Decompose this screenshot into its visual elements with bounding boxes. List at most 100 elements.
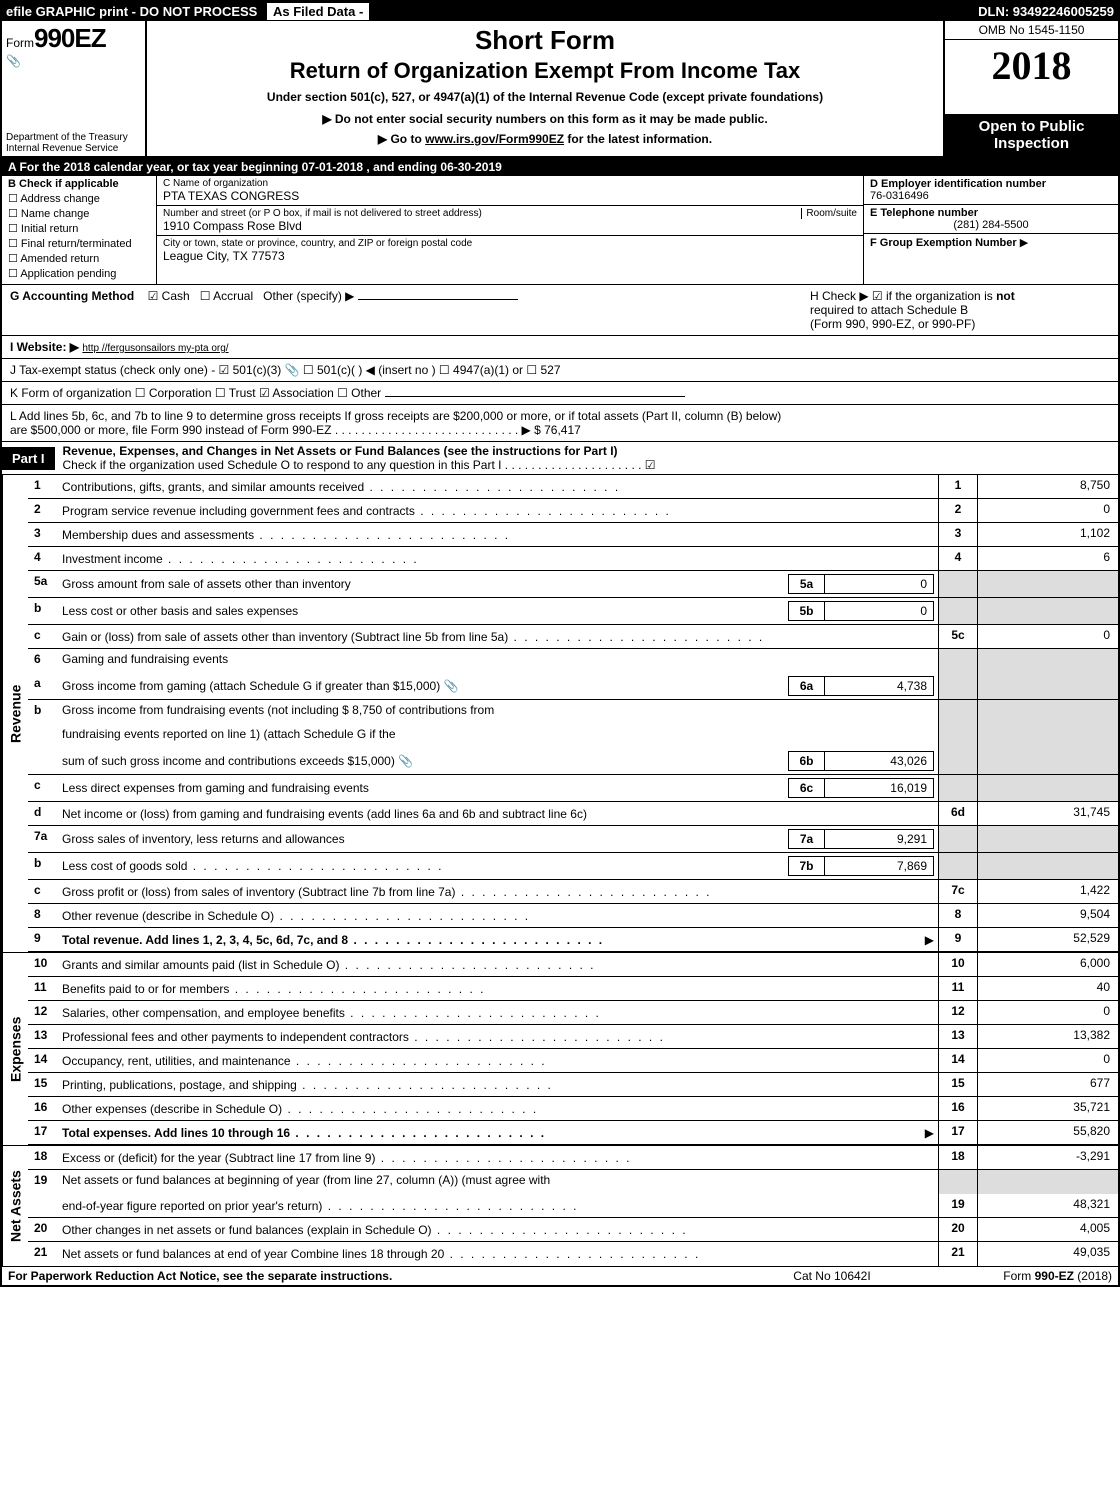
ln-3-val: 1,102 [978, 523, 1118, 546]
dept-line2: Internal Revenue Service [6, 143, 141, 154]
expenses-section: Expenses 10 Grants and similar amounts p… [2, 952, 1118, 1145]
opt-application-pending[interactable]: Application pending [8, 267, 150, 280]
box-f-label: F Group Exemption Number [870, 237, 1017, 249]
other-line[interactable] [358, 299, 518, 300]
ln-6b-subval: 43,026 [824, 751, 934, 771]
opt-name-change[interactable]: Name change [8, 207, 150, 220]
box-c-name: C Name of organization PTA TEXAS CONGRES… [157, 176, 863, 206]
line-10: 10 Grants and similar amounts paid (list… [28, 953, 1118, 977]
revenue-section: Revenue 1 Contributions, gifts, grants, … [2, 475, 1118, 952]
ln-6a-subid: 6a [788, 676, 824, 696]
dln-text: DLN: 93492246005259 [978, 4, 1114, 19]
side-label-revenue: Revenue [2, 475, 28, 952]
header-left: Form990EZ 📎 Department of the Treasury I… [2, 21, 147, 156]
row-g: G Accounting Method ☑ Cash ☐ Accrual Oth… [10, 289, 810, 331]
line-21: 21 Net assets or fund balances at end of… [28, 1242, 1118, 1266]
directive-2-pre: ▶ Go to [378, 132, 425, 146]
line-6: 6 Gaming and fundraising events [28, 649, 1118, 673]
line-12: 12 Salaries, other compensation, and emp… [28, 1001, 1118, 1025]
other-specify[interactable]: Other (specify) ▶ [263, 289, 354, 303]
ln-2-id: 2 [938, 499, 978, 522]
ln-7a-text: Gross sales of inventory, less returns a… [62, 832, 788, 846]
ln-6c-subval: 16,019 [824, 778, 934, 798]
ln-7c-id: 7c [938, 880, 978, 903]
tax-year: 2018 [945, 40, 1118, 91]
ln-2-text: Program service revenue including govern… [62, 504, 934, 518]
line-6b-3: sum of such gross income and contributio… [28, 748, 1118, 775]
line-6a: a Gross income from gaming (attach Sched… [28, 673, 1118, 700]
ln-11-val: 40 [978, 977, 1118, 1000]
irs-link[interactable]: www.irs.gov/Form990EZ [425, 132, 564, 146]
expenses-table: 10 Grants and similar amounts paid (list… [28, 953, 1118, 1145]
cash-checkbox[interactable]: ☑ Cash [148, 289, 190, 303]
box-f-arrow: ▶ [1020, 237, 1028, 249]
footer-left: For Paperwork Reduction Act Notice, see … [8, 1269, 732, 1283]
row-h-line1: H Check ▶ ☑ if the organization is not [810, 289, 1110, 303]
opt-amended-return[interactable]: Amended return [8, 252, 150, 265]
ln-7c-text: Gross profit or (loss) from sales of inv… [62, 885, 934, 899]
header-right: OMB No 1545-1150 2018 Open to Public Ins… [943, 21, 1118, 156]
arrow-icon: ▶ [925, 933, 934, 947]
ln-11-id: 11 [938, 977, 978, 1000]
ln-7c-val: 1,422 [978, 880, 1118, 903]
phone-value: (281) 284-5500 [870, 219, 1112, 231]
room-suite-label: Room/suite [801, 208, 857, 219]
ln-17-text: Total expenses. Add lines 10 through 16 [62, 1126, 925, 1140]
ln-6b1-text: Gross income from fundraising events (no… [62, 703, 494, 717]
row-k-line[interactable] [385, 396, 685, 397]
ln-5c-text: Gain or (loss) from sale of assets other… [62, 630, 934, 644]
ln-20-val: 4,005 [978, 1218, 1118, 1241]
ln-5b-text: Less cost or other basis and sales expen… [62, 604, 788, 618]
side-label-netassets: Net Assets [2, 1146, 28, 1266]
ln-12-id: 12 [938, 1001, 978, 1024]
line-20: 20 Other changes in net assets or fund b… [28, 1218, 1118, 1242]
ln-17-id: 17 [938, 1121, 978, 1144]
form-title: Return of Organization Exempt From Incom… [153, 58, 937, 84]
row-l: L Add lines 5b, 6c, and 7b to line 9 to … [2, 405, 1118, 441]
line-6b-1: b Gross income from fundraising events (… [28, 700, 1118, 724]
header-row: Form990EZ 📎 Department of the Treasury I… [2, 21, 1118, 158]
box-e: E Telephone number (281) 284-5500 [864, 205, 1118, 234]
revenue-table: 1 Contributions, gifts, grants, and simi… [28, 475, 1118, 952]
ln-16-id: 16 [938, 1097, 978, 1120]
ln-12-val: 0 [978, 1001, 1118, 1024]
omb-number: OMB No 1545-1150 [945, 21, 1118, 40]
ln-12-text: Salaries, other compensation, and employ… [62, 1006, 934, 1020]
row-k: K Form of organization ☐ Corporation ☐ T… [2, 382, 1118, 405]
directive-2: ▶ Go to www.irs.gov/Form990EZ for the la… [153, 132, 937, 146]
ln-3-id: 3 [938, 523, 978, 546]
ln-14-val: 0 [978, 1049, 1118, 1072]
org-name: PTA TEXAS CONGRESS [163, 189, 857, 203]
ln-9-id: 9 [938, 928, 978, 951]
form-prefix: Form [6, 36, 34, 50]
ln-2-num: 2 [28, 499, 62, 522]
footer-mid: Cat No 10642I [732, 1269, 932, 1283]
arrow-icon: ▶ [925, 1126, 934, 1140]
footer-right: Form 990-EZ (2018) [932, 1269, 1112, 1283]
box-def: D Employer identification number 76-0316… [863, 176, 1118, 284]
line-19b: end-of-year figure reported on prior yea… [28, 1194, 1118, 1218]
ln-6d-text: Net income or (loss) from gaming and fun… [62, 807, 934, 821]
ln-20-id: 20 [938, 1218, 978, 1241]
ln-4-val: 6 [978, 547, 1118, 570]
dept-line1: Department of the Treasury [6, 132, 141, 143]
ln-9-text: Total revenue. Add lines 1, 2, 3, 4, 5c,… [62, 933, 925, 947]
row-gh: G Accounting Method ☑ Cash ☐ Accrual Oth… [2, 285, 1118, 336]
opt-initial-return[interactable]: Initial return [8, 222, 150, 235]
ln-5a-shade-id [938, 571, 978, 597]
part-i-tab: Part I [2, 447, 55, 470]
opt-address-change[interactable]: Address change [8, 192, 150, 205]
line-5b: b Less cost or other basis and sales exp… [28, 598, 1118, 625]
open-public-badge: Open to Public Inspection [945, 114, 1118, 156]
accrual-checkbox[interactable]: ☐ Accrual [200, 289, 253, 303]
ln-21-id: 21 [938, 1242, 978, 1266]
box-d-label: D Employer identification number [870, 178, 1112, 190]
directive-2-post: for the latest information. [564, 132, 712, 146]
opt-final-return[interactable]: Final return/terminated [8, 237, 150, 250]
ln-1-text: Contributions, gifts, grants, and simila… [62, 480, 934, 494]
website-link[interactable]: http //fergusonsailors my-pta org/ [82, 343, 228, 354]
line-13: 13 Professional fees and other payments … [28, 1025, 1118, 1049]
row-g-label: G Accounting Method [10, 289, 134, 303]
ln-21-text: Net assets or fund balances at end of ye… [62, 1247, 934, 1261]
ln-5b-subid: 5b [788, 601, 824, 621]
